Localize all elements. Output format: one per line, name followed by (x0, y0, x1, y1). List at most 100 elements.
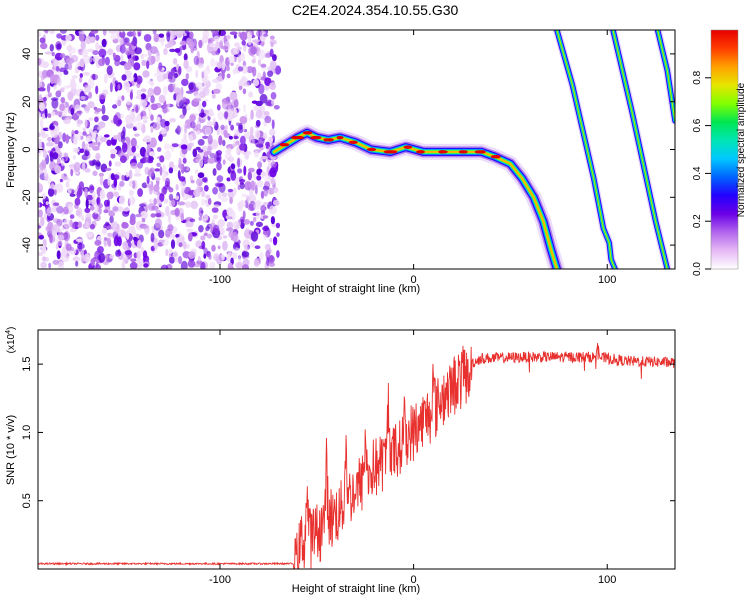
noise-speckle (141, 225, 149, 229)
noise-speckle (260, 155, 268, 160)
noise-speckle (202, 135, 209, 139)
noise-speckle (255, 210, 261, 220)
noise-speckle (173, 73, 178, 79)
noise-speckle (121, 261, 126, 269)
noise-speckle (42, 133, 49, 138)
noise-speckle (208, 113, 212, 117)
noise-speckle (158, 134, 163, 142)
noise-speckle (184, 201, 192, 208)
noise-speckle (253, 259, 260, 267)
noise-speckle (132, 30, 136, 38)
noise-speckle (84, 207, 91, 214)
noise-speckle (140, 100, 148, 108)
noise-speckle (121, 142, 128, 153)
noise-speckle (98, 48, 107, 58)
noise-speckle (168, 198, 176, 207)
noise-speckle (108, 30, 117, 34)
noise-speckle (167, 224, 174, 232)
noise-speckle (276, 250, 280, 258)
noise-speckle (173, 165, 178, 172)
noise-speckle (211, 244, 216, 252)
noise-speckle (186, 37, 191, 46)
noise-speckle (51, 230, 57, 238)
streak-2 (609, 30, 672, 269)
noise-speckle (81, 48, 89, 58)
noise-speckle (156, 162, 161, 167)
noise-speckle (272, 236, 278, 246)
noise-speckle (128, 196, 136, 206)
noise-speckle (38, 57, 42, 66)
noise-speckle (39, 37, 46, 44)
noise-speckle (215, 82, 223, 91)
noise-speckle (262, 230, 269, 236)
noise-speckle (253, 203, 262, 210)
noise-speckle (78, 30, 85, 35)
noise-speckle (46, 141, 54, 147)
noise-speckle (77, 110, 83, 115)
noise-speckle (256, 180, 264, 188)
snr-plot-area (38, 342, 675, 569)
noise-speckle (227, 262, 233, 269)
noise-speckle (50, 97, 59, 101)
noise-speckle (195, 94, 200, 99)
noise-speckle (92, 170, 98, 177)
noise-speckle (212, 187, 219, 195)
noise-speckle (38, 169, 44, 175)
noise-speckle (213, 224, 220, 234)
noise-speckle (38, 112, 42, 118)
noise-speckle (67, 63, 73, 70)
noise-speckle (75, 238, 84, 243)
noise-speckle (219, 40, 224, 49)
noise-speckle (153, 86, 162, 96)
noise-speckle (207, 145, 212, 154)
y-tick-label: 20 (21, 96, 33, 108)
noise-speckle (215, 41, 221, 49)
noise-speckle (178, 66, 182, 75)
noise-speckle (166, 32, 171, 42)
noise-speckle (239, 216, 245, 223)
noise-speckle (50, 74, 55, 85)
noise-speckle (133, 73, 138, 83)
noise-speckle (267, 70, 274, 77)
noise-speckle (213, 253, 220, 262)
noise-speckle (54, 165, 62, 174)
noise-speckle (112, 203, 119, 214)
noise-speckle (159, 166, 163, 176)
noise-speckle (160, 264, 169, 269)
noise-speckle (113, 177, 118, 188)
y-tick-label: 1.5 (21, 356, 33, 371)
noise-speckle (113, 236, 120, 247)
noise-speckle (110, 33, 117, 40)
x-tick-label: -100 (209, 574, 231, 586)
noise-speckle (129, 109, 135, 119)
noise-speckle (98, 45, 103, 50)
noise-speckle (93, 130, 98, 134)
noise-speckle (254, 245, 261, 249)
noise-speckle (81, 161, 86, 172)
noise-speckle (46, 207, 52, 217)
noise-speckle (261, 170, 265, 178)
noise-speckle (258, 83, 265, 95)
noise-speckle (77, 119, 83, 125)
noise-speckle (59, 53, 66, 58)
noise-speckle (269, 82, 277, 91)
noise-speckle (147, 87, 154, 98)
noise-speckle (103, 199, 110, 207)
noise-speckle (106, 191, 114, 200)
noise-speckle (123, 62, 132, 71)
snr-y-multiplier: (x104) (5, 327, 17, 354)
noise-speckle (123, 81, 130, 91)
noise-speckle (87, 48, 95, 53)
noise-speckle (53, 202, 60, 206)
noise-speckle (180, 144, 188, 150)
noise-speckle (270, 42, 274, 48)
snr-x-axis-label: Height of straight line (km) (292, 583, 420, 595)
noise-speckle (182, 241, 187, 249)
noise-speckle (211, 93, 216, 99)
noise-speckle (57, 77, 62, 86)
noise-speckle (44, 257, 50, 262)
noise-speckle (197, 255, 201, 262)
noise-speckle (142, 70, 150, 78)
noise-speckle (101, 227, 108, 234)
noise-speckle (39, 102, 45, 112)
